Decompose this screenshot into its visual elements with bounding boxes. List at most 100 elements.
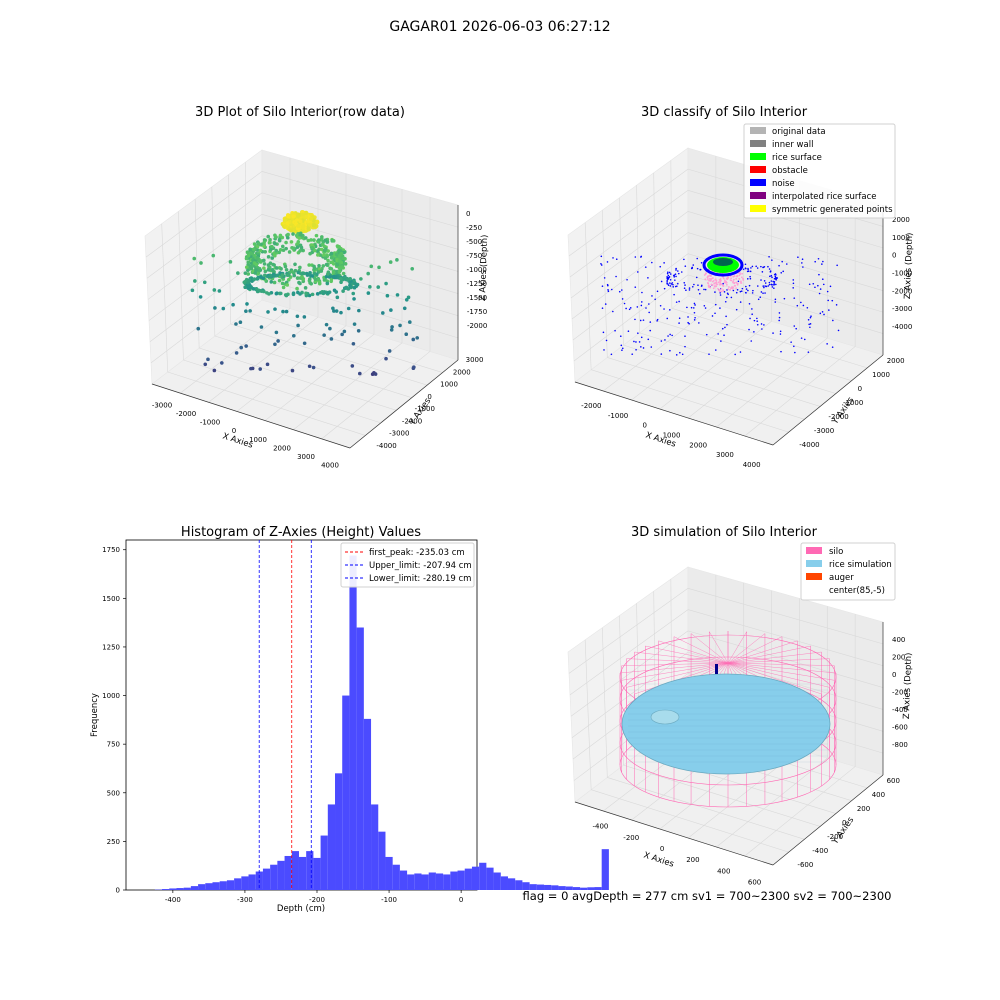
data-point: [298, 265, 302, 270]
noise-point: [648, 311, 650, 314]
noise-point: [773, 273, 776, 276]
tick-label: 400: [872, 791, 885, 799]
noise-point: [768, 268, 771, 270]
noise-point: [675, 354, 678, 356]
raw-scatter-points: [190, 210, 420, 377]
grid-line: [180, 308, 291, 394]
histogram-bar: [565, 886, 573, 890]
data-point: [351, 341, 356, 346]
noise-point: [739, 290, 742, 293]
data-point: [326, 272, 330, 276]
data-point: [385, 293, 390, 298]
data-point: [265, 291, 269, 295]
data-point: [244, 309, 248, 313]
tick-label: -2000: [467, 322, 487, 330]
data-point: [268, 273, 273, 278]
legend-swatch: [806, 547, 822, 554]
tick-label: 600: [748, 878, 761, 886]
grid-line: [687, 651, 884, 710]
noise-point: [714, 291, 716, 293]
data-point: [298, 243, 303, 248]
simulation-z-axis-label: Z Axies (Depth): [902, 652, 914, 719]
noise-point: [621, 298, 624, 300]
data-point: [340, 265, 345, 269]
data-point: [351, 291, 356, 296]
noise-point: [636, 306, 639, 308]
tick-label: -250: [466, 224, 482, 232]
interpolated-point: [729, 279, 732, 282]
raw-panel-title: 3D Plot of Silo Interior(row data): [195, 105, 405, 120]
histogram-bar: [443, 874, 451, 890]
data-point: [296, 270, 301, 275]
data-point: [387, 349, 392, 353]
noise-point: [619, 335, 622, 338]
noise-point: [691, 266, 694, 269]
noise-point: [656, 290, 659, 293]
noise-point: [818, 292, 821, 295]
silo-roof-line: [727, 662, 835, 666]
tick-label: -400: [892, 706, 908, 714]
noise-point: [767, 285, 770, 287]
grid-line: [659, 321, 772, 410]
data-point: [313, 248, 317, 253]
histogram-bar: [471, 866, 480, 890]
interpolated-point: [712, 287, 715, 290]
noise-point: [836, 264, 838, 267]
data-point: [312, 238, 316, 242]
data-point: [272, 274, 277, 278]
grid-line: [687, 232, 884, 292]
data-point: [377, 265, 381, 270]
data-point: [246, 284, 251, 289]
legend-label: interpolated rice surface: [772, 192, 877, 202]
grid-line: [584, 222, 592, 370]
data-point: [276, 339, 280, 343]
simulation-x-axis-label: X Axies: [642, 850, 675, 869]
noise-point: [660, 353, 663, 355]
data-point: [320, 235, 324, 239]
grid-line: [572, 253, 689, 341]
noise-point: [708, 353, 710, 355]
noise-point: [747, 289, 749, 292]
data-point: [304, 211, 309, 216]
classify-scatter-points: [600, 253, 840, 356]
tick-label: 0: [892, 252, 896, 260]
axis-line: [772, 774, 884, 866]
noise-point: [714, 303, 717, 306]
data-point: [341, 271, 346, 276]
data-point: [274, 266, 279, 270]
noise-point: [666, 272, 669, 275]
data-point: [337, 266, 342, 271]
axis-line: [349, 359, 459, 449]
interpolated-point: [733, 275, 736, 277]
data-point: [273, 342, 277, 347]
noise-point: [759, 296, 762, 299]
grid-line: [584, 639, 592, 790]
noise-point: [666, 317, 669, 320]
tick-label: -400: [812, 847, 828, 855]
noise-point: [806, 306, 809, 309]
noise-point: [692, 307, 695, 309]
noise-point: [795, 327, 797, 330]
noise-point: [694, 304, 696, 306]
noise-point: [614, 329, 616, 332]
noise-point: [753, 319, 756, 322]
interpolated-point: [733, 284, 736, 287]
data-point: [262, 240, 266, 245]
data-point: [262, 258, 266, 263]
noise-point: [670, 283, 673, 285]
data-point: [352, 285, 357, 290]
histogram-bar: [356, 627, 364, 890]
noise-point: [649, 329, 652, 332]
noise-point: [690, 306, 693, 309]
tick-label: -1000: [415, 405, 435, 413]
noise-point: [677, 282, 679, 285]
data-point: [337, 259, 342, 263]
grid-line: [744, 346, 856, 437]
noise-point: [700, 285, 703, 287]
grid-line: [230, 323, 428, 386]
data-point: [331, 262, 336, 266]
data-point: [250, 279, 254, 283]
data-point: [337, 270, 342, 274]
noise-point: [741, 287, 744, 290]
histogram-bar: [262, 868, 271, 890]
